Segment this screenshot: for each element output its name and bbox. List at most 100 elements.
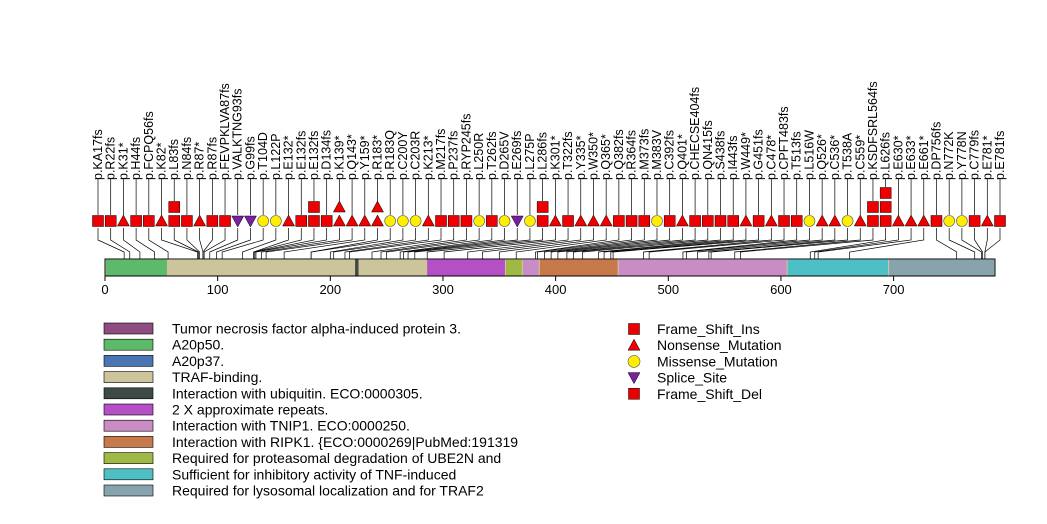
mutation-label: p.D265V bbox=[498, 131, 512, 180]
domain-legend-swatch bbox=[103, 436, 154, 448]
domain-block bbox=[355, 259, 359, 276]
frameshift-marker bbox=[295, 215, 308, 227]
mutation-label: p.R364fs bbox=[625, 130, 639, 180]
domain-legend-label: Tumor necrosis factor alpha-induced prot… bbox=[172, 321, 461, 337]
mutation-label: p.L83fs bbox=[167, 139, 181, 180]
mutation-label: p.Q143* bbox=[345, 134, 359, 180]
frameshift-marker bbox=[104, 215, 117, 227]
nonsense-marker bbox=[358, 214, 372, 227]
frameshift-marker bbox=[727, 215, 739, 227]
domain-block bbox=[889, 259, 995, 276]
mutation-legend-label: Frame_Shift_Del bbox=[657, 386, 762, 402]
missense-marker bbox=[498, 215, 511, 227]
nonsense-marker bbox=[917, 214, 931, 227]
mutation-connector bbox=[566, 228, 683, 259]
mutation-connector bbox=[535, 228, 620, 259]
mutation-connector bbox=[173, 228, 199, 259]
mutation-label: p.K139* bbox=[332, 135, 346, 180]
nonsense-marker bbox=[891, 214, 905, 227]
domain-legend-label: Sufficient for inhibitory activity of TN… bbox=[172, 466, 456, 482]
mutation-connector bbox=[161, 228, 198, 259]
frameshift-marker bbox=[638, 215, 651, 227]
frameshift-marker bbox=[778, 215, 790, 227]
nonsense-marker bbox=[332, 200, 346, 213]
frameshift-marker bbox=[562, 215, 574, 227]
mutation-connector bbox=[849, 228, 925, 259]
mutation-label: p.E630* bbox=[891, 135, 905, 180]
domain-block bbox=[168, 259, 427, 276]
mutation-label: p.L286fs bbox=[536, 132, 550, 180]
mutation-label: p.E132* bbox=[282, 135, 296, 180]
mutation-label: p.CHECSE404fs bbox=[688, 87, 702, 180]
frameshift-marker bbox=[930, 215, 943, 227]
domain-legend-label: Interaction with RIPK1. {ECO:0000269|Pub… bbox=[172, 434, 518, 450]
mutation-legend: Frame_Shift_InsNonsense_MutationMissense… bbox=[627, 321, 782, 402]
mutation-connector bbox=[254, 228, 315, 259]
domain-legend-swatch bbox=[103, 403, 154, 416]
mutation-connector bbox=[682, 228, 798, 259]
mutation-label: p.Q401* bbox=[675, 134, 689, 180]
nonsense-marker bbox=[155, 214, 168, 227]
frameshift-marker bbox=[435, 215, 447, 227]
missense-marker bbox=[803, 215, 816, 227]
mutation-connector bbox=[984, 228, 988, 259]
mutation-connector bbox=[253, 228, 302, 259]
mutation-label: p.Y335* bbox=[574, 135, 588, 180]
nonsense-marker bbox=[675, 214, 689, 227]
mutation-label: p.K213* bbox=[421, 135, 435, 180]
mutation-connector bbox=[110, 228, 131, 259]
frameshift-marker bbox=[867, 215, 879, 227]
frameshift-marker bbox=[867, 201, 879, 213]
mutation-connector bbox=[685, 228, 810, 259]
mutation-label: p.T104D bbox=[256, 132, 270, 180]
mutation-connector bbox=[123, 228, 141, 259]
mutation-label: p.E269fs bbox=[510, 131, 524, 180]
domain-legend-swatch bbox=[103, 355, 154, 367]
mutation-label: p.R87* bbox=[193, 142, 207, 180]
frameshift-marker bbox=[879, 187, 892, 199]
mutation-connector bbox=[936, 228, 958, 259]
nonsense-marker bbox=[574, 214, 588, 227]
mutation-connector bbox=[610, 228, 747, 259]
frameshift-marker bbox=[714, 215, 727, 227]
mutation-connector bbox=[708, 228, 836, 259]
mutation-label: p.E661* bbox=[917, 135, 931, 180]
mutation-connector bbox=[403, 228, 505, 259]
mutation-label: p.W449* bbox=[739, 132, 753, 180]
frameshift-marker bbox=[447, 215, 460, 227]
nonsense-marker bbox=[980, 214, 994, 227]
domain-legend-swatch bbox=[103, 387, 154, 400]
nonsense-marker bbox=[421, 214, 435, 227]
missense-marker bbox=[409, 215, 422, 227]
mutation-label: p.C203R bbox=[409, 131, 423, 180]
mutation-connector bbox=[203, 228, 226, 259]
frameshift-marker bbox=[168, 215, 180, 227]
mutation-connector bbox=[253, 228, 289, 259]
nonsense-marker bbox=[371, 200, 384, 213]
frameshift-marker bbox=[994, 215, 1006, 227]
domain-legend-swatch bbox=[103, 484, 154, 497]
nonsense-marker bbox=[116, 214, 130, 227]
mutation-connector bbox=[544, 228, 645, 259]
mutation-label: p.E132fs bbox=[307, 131, 321, 180]
mutation-connector bbox=[948, 228, 976, 259]
domain-legend-swatch bbox=[103, 419, 154, 432]
frameshift-marker bbox=[663, 215, 676, 227]
mutation-label: p.N84fs bbox=[180, 137, 194, 180]
mutation-connector bbox=[97, 228, 125, 259]
domain-block bbox=[427, 259, 505, 276]
mutation-connector bbox=[265, 228, 353, 259]
mutation-label: p.DP756fs bbox=[929, 122, 943, 180]
mutation-connector bbox=[135, 228, 155, 259]
mutation-label: p.W350* bbox=[586, 132, 600, 180]
mutation-connector bbox=[386, 228, 480, 259]
frameshift-marker bbox=[752, 215, 765, 227]
mutation-label: p.KA17fs bbox=[91, 129, 105, 180]
domain-legend-swatch bbox=[103, 452, 154, 464]
axis-tick-label: 100 bbox=[207, 282, 229, 297]
mutation-connector bbox=[329, 228, 404, 259]
mutation-label: p.K31* bbox=[116, 142, 130, 180]
mutation-label: p.C200Y bbox=[396, 131, 410, 180]
mutation-label: p.CPFT483fs bbox=[777, 106, 791, 180]
mutation-label: p.S438fs bbox=[714, 131, 728, 180]
